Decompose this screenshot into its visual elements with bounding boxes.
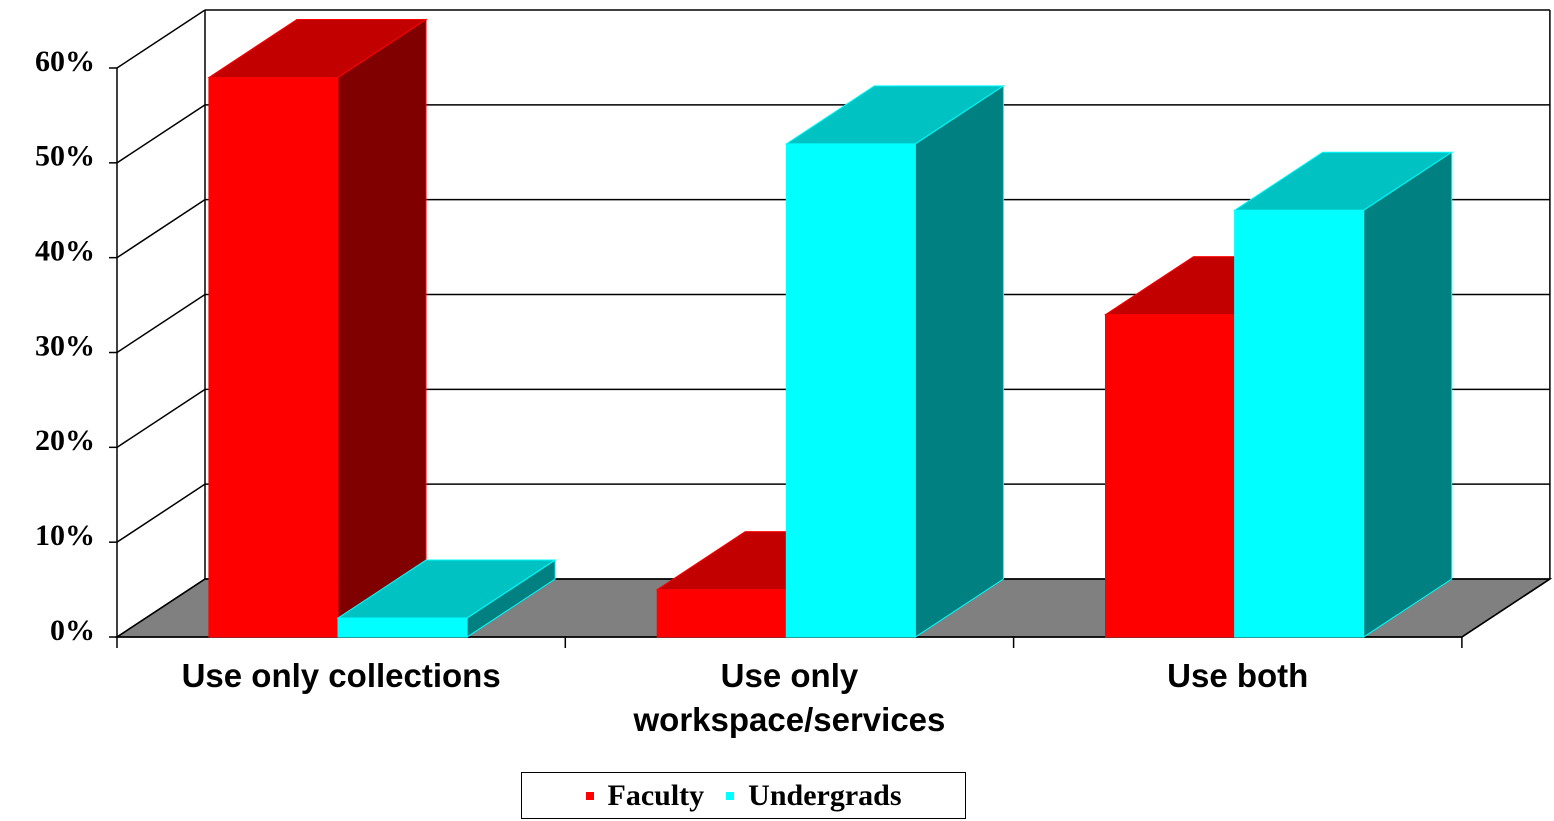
y-tick-label: 0% — [50, 614, 95, 647]
legend: Faculty Undergrads — [521, 772, 966, 819]
bar — [207, 18, 428, 638]
legend-label: Faculty — [607, 778, 705, 812]
side-grid-line — [116, 293, 206, 354]
bar-side — [914, 84, 1004, 638]
side-grid-line — [116, 104, 206, 164]
y-tick-label: 10% — [35, 519, 95, 552]
side-grid-line — [116, 9, 206, 69]
x-tick-label: Use only workspace/services — [633, 657, 946, 738]
bar-front — [337, 617, 468, 638]
legend-swatch — [585, 791, 594, 800]
bar-front — [656, 589, 787, 638]
bar-side — [1363, 151, 1453, 638]
x-tick-label: Use only collections — [181, 657, 501, 694]
bar-front — [785, 143, 916, 638]
side-grid-line — [116, 483, 206, 543]
y-tick-label: 40% — [35, 235, 95, 268]
y-tick-label: 60% — [35, 45, 95, 78]
bar — [336, 559, 557, 638]
chart: 0% 10% 20% 30% 40% 50% 60% — [35, 9, 1553, 648]
floor-edge — [1461, 578, 1551, 638]
y-tick-label: 30% — [35, 329, 95, 362]
legend-label: Undergrads — [748, 778, 902, 812]
side-grid-line — [116, 388, 206, 448]
y-tick-label: 50% — [35, 140, 95, 173]
legend-item: Faculty — [585, 778, 705, 813]
side-grid-line — [116, 199, 206, 259]
bar — [784, 84, 1006, 638]
bar-side — [466, 559, 556, 638]
side-grid-line — [116, 578, 206, 638]
x-tick-label: Use both — [1167, 657, 1309, 694]
y-tick-label: 20% — [35, 424, 95, 457]
bar-front — [208, 76, 339, 638]
bar-side — [337, 18, 427, 638]
legend-swatch — [726, 791, 735, 800]
bar — [1232, 151, 1454, 638]
bar-front — [1234, 209, 1365, 638]
legend-item: Undergrads — [726, 778, 902, 813]
bar-front — [1105, 314, 1236, 638]
